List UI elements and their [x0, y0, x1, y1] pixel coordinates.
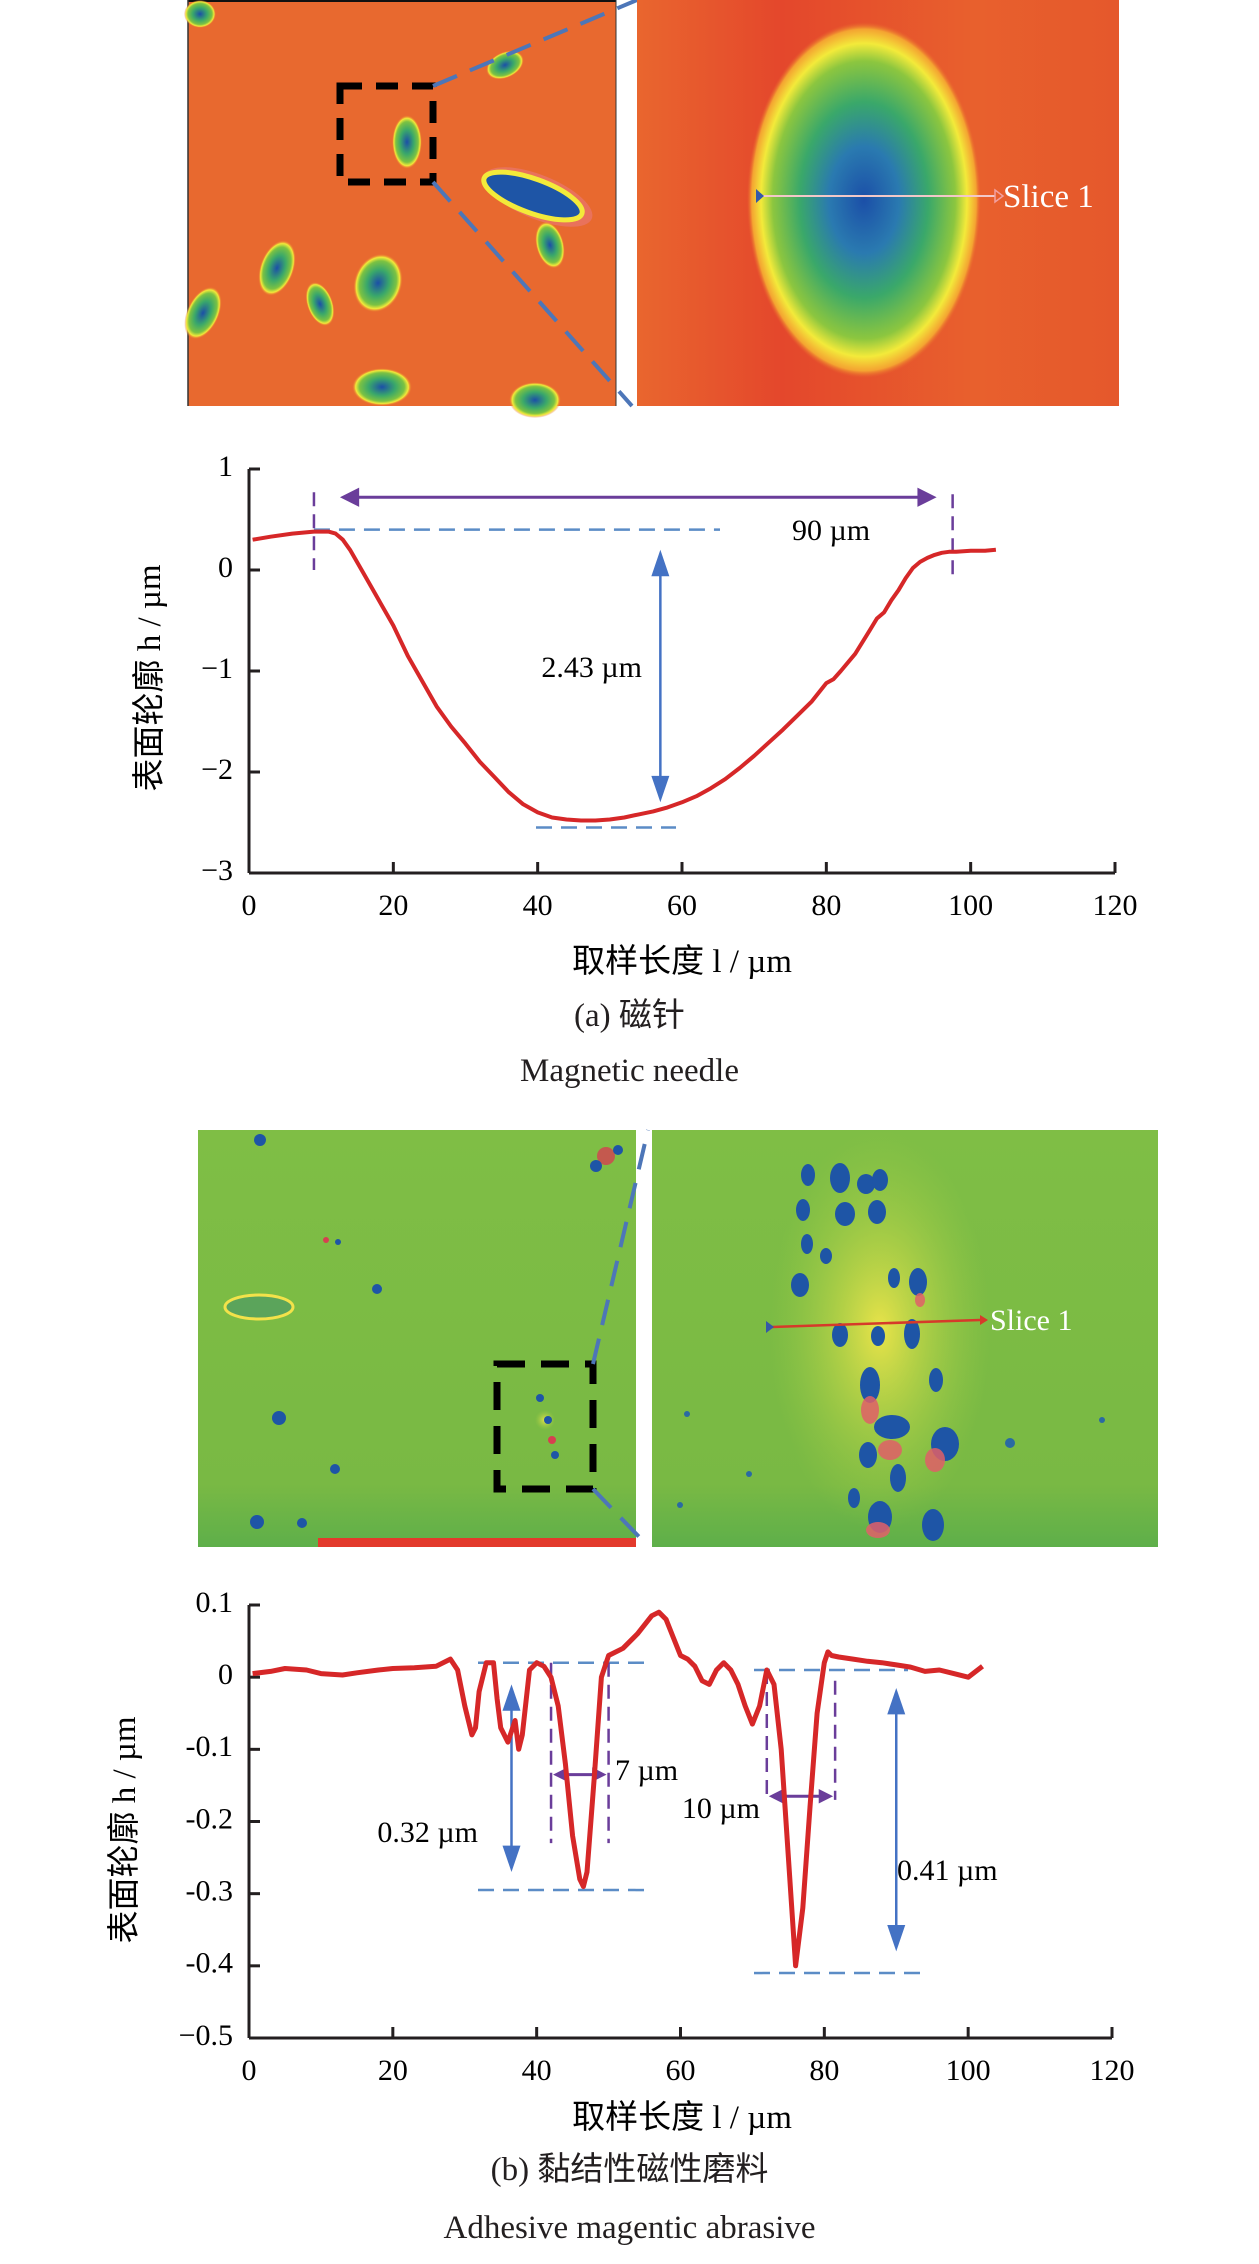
- width-arrow-head-left: [339, 487, 360, 507]
- depth-arrow-1-head-down: [502, 1845, 521, 1873]
- width-arrow-head-right: [917, 487, 937, 507]
- slice-end-marker: [994, 188, 1005, 204]
- y-tick-label: −0.5: [179, 2019, 233, 2052]
- x-tick-label: 0: [242, 889, 257, 922]
- depth-label-1: 0.32 µm: [377, 1816, 478, 1849]
- x-tick-label: 80: [811, 889, 841, 922]
- slice-label: Slice 1: [1003, 179, 1094, 215]
- y-tick-label: -0.2: [186, 1802, 234, 1835]
- chart-a: 1 0 −1 −2 −3 0 20 40 60 80 100 120 90 µm 2.43 µm 取样长…: [131, 450, 1138, 980]
- chart-b-profile-line: [252, 1609, 985, 1969]
- depth-arrow-2-head-down: [887, 1925, 906, 1952]
- caption-a-en: Magnetic needle: [520, 1053, 739, 1089]
- x-tick-label: 120: [1093, 889, 1138, 922]
- y-tick-label: 1: [218, 450, 233, 483]
- needle-micrograph-overview: [184, 0, 617, 418]
- width-label-2: 10 µm: [682, 1792, 760, 1825]
- y-tick-label: -0.3: [186, 1875, 234, 1908]
- slice-start-marker: [766, 1321, 774, 1333]
- x-tick-label: 80: [809, 2054, 839, 2087]
- chart-a-ylabel: 表面轮廓 h / µm: [131, 564, 168, 791]
- x-tick-label: 60: [666, 2054, 696, 2087]
- y-tick-label: 0: [218, 551, 233, 584]
- depth-label-2: 0.41 µm: [897, 1854, 998, 1887]
- y-tick-label: 0.1: [196, 1586, 234, 1619]
- zoom-region-box: [336, 82, 437, 186]
- depth-arrow-1-head-up: [502, 1684, 521, 1711]
- caption-a-cn: (a) 磁针: [574, 998, 685, 1034]
- slice-line: [771, 1318, 981, 1329]
- slice-end-marker: [980, 1315, 988, 1325]
- width-label: 90 µm: [792, 514, 870, 547]
- caption-b-cn: (b) 黏结性磁性磨料: [490, 2152, 769, 2188]
- chart-a-axes: 1 0 −1 −2 −3 0 20 40 60 80 100 120: [201, 450, 1137, 922]
- zoom-line: [432, 0, 638, 88]
- depth-arrow-2-head-up: [887, 1687, 906, 1715]
- width-label-1: 7 µm: [615, 1754, 678, 1787]
- depth-arrow-head-down: [651, 775, 670, 803]
- zoom-line: [431, 180, 634, 408]
- y-tick-label: −2: [201, 753, 233, 786]
- chart-b: 0.10-0.1-0.2-0.3-0.4−0.50 20 40 60 80 100 120 …: [106, 1586, 1135, 2136]
- x-tick-label: 120: [1090, 2054, 1135, 2087]
- zoom-region-box: [493, 1360, 597, 1493]
- x-tick-label: 100: [946, 2054, 991, 2087]
- slice-label: Slice 1: [990, 1304, 1073, 1337]
- needle-micrograph-zoom: Slice 1: [637, 0, 1119, 406]
- y-tick-label: -0.1: [186, 1730, 234, 1763]
- slice-start-marker: [756, 189, 764, 203]
- zoom-line: [591, 1487, 648, 1546]
- x-tick-label: 20: [378, 889, 408, 922]
- y-tick-label: 0: [218, 1658, 233, 1691]
- chart-b-ylabel: 表面轮廓 h / µm: [106, 1716, 143, 1943]
- chart-b-xlabel: 取样长度 l / µm: [572, 2099, 792, 2136]
- y-tick-label: -0.4: [186, 1947, 234, 1980]
- abrasive-micrograph-zoom: Slice 1: [652, 1130, 1158, 1547]
- x-tick-label: 40: [523, 889, 553, 922]
- x-tick-label: 40: [522, 2054, 552, 2087]
- x-tick-label: 20: [378, 2054, 408, 2087]
- chart-b-annotations: 7 µm 0.32 µm 10 µm 0.41 µm: [377, 1661, 998, 1975]
- depth-arrow-head-up: [651, 549, 670, 577]
- x-tick-label: 60: [667, 889, 697, 922]
- chart-a-annotations: 90 µm 2.43 µm: [312, 487, 954, 829]
- x-tick-label: 100: [948, 889, 993, 922]
- zoom-line: [591, 1129, 650, 1365]
- y-tick-label: −1: [201, 652, 233, 685]
- width-arrow-2-head-right: [818, 1789, 834, 1804]
- x-tick-label: 0: [242, 2054, 257, 2087]
- width-arrow-2-head-left: [768, 1789, 784, 1804]
- chart-b-axes: 0.1 0 -0.1 -0.2 -0.3 -0.4 −0.5 0 20 40 60 80 100 120: [179, 1586, 1135, 2087]
- y-tick-label: −3: [201, 854, 233, 887]
- chart-a-profile-line: [252, 529, 997, 823]
- abrasive-micrograph-overview: [198, 1130, 636, 1547]
- chart-a-xlabel: 取样长度 l / µm: [572, 943, 792, 980]
- depth-label: 2.43 µm: [541, 651, 642, 684]
- caption-b-en: Adhesive magentic abrasive: [443, 2210, 816, 2246]
